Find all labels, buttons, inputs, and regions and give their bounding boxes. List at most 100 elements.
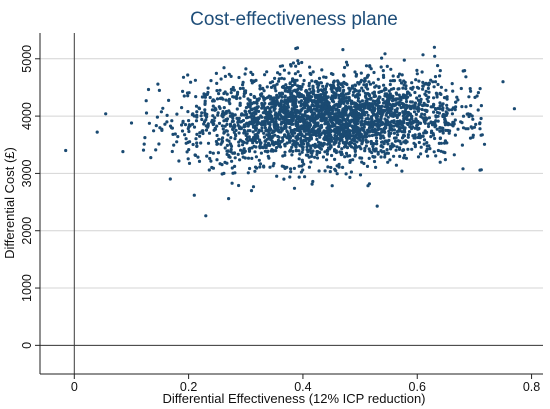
data-point <box>301 168 305 172</box>
data-point <box>303 96 307 100</box>
data-point <box>331 97 335 101</box>
data-point <box>396 87 400 91</box>
data-point <box>438 136 442 141</box>
data-point <box>479 168 483 172</box>
data-point <box>312 118 316 122</box>
data-point <box>248 166 252 171</box>
data-point <box>251 137 255 141</box>
data-point <box>429 120 433 124</box>
data-point <box>334 139 338 143</box>
data-point <box>364 101 368 105</box>
data-point <box>383 152 387 156</box>
data-point <box>357 135 361 139</box>
data-point <box>300 119 305 123</box>
data-point <box>229 147 233 152</box>
data-point <box>235 96 239 101</box>
data-point <box>291 139 295 143</box>
data-point <box>247 148 252 152</box>
data-point <box>436 82 440 87</box>
data-point <box>396 97 400 101</box>
data-point <box>368 82 373 86</box>
data-point <box>226 133 230 137</box>
data-point <box>199 141 203 145</box>
data-point <box>390 106 394 111</box>
data-point <box>299 109 303 113</box>
data-point <box>263 126 267 130</box>
data-point <box>187 161 192 165</box>
data-point <box>356 81 360 85</box>
data-point <box>293 98 297 102</box>
y-tick-label: 0 <box>20 342 34 349</box>
data-point <box>360 135 364 139</box>
data-point <box>440 126 444 130</box>
data-point <box>366 140 370 144</box>
data-point <box>161 106 165 110</box>
data-point <box>395 145 399 149</box>
data-point <box>195 115 199 119</box>
data-point <box>251 141 255 145</box>
data-point <box>381 145 385 149</box>
data-point <box>246 124 250 128</box>
data-point <box>379 123 383 127</box>
data-point <box>289 170 293 174</box>
data-point <box>334 150 338 155</box>
data-point <box>389 79 393 83</box>
data-point <box>246 97 250 101</box>
data-point <box>409 122 413 126</box>
data-point <box>392 154 396 158</box>
data-point <box>310 79 314 83</box>
data-point <box>294 90 299 94</box>
data-point <box>260 120 264 124</box>
data-point <box>256 116 260 120</box>
data-point <box>368 129 372 133</box>
data-point <box>326 95 330 99</box>
data-point <box>390 119 394 123</box>
data-point <box>233 156 237 160</box>
data-point <box>247 135 251 139</box>
data-point <box>180 106 184 110</box>
data-point <box>372 120 376 124</box>
data-point <box>375 112 379 116</box>
data-point <box>426 99 430 104</box>
data-point <box>323 88 327 92</box>
data-point <box>311 179 315 184</box>
data-point <box>288 138 292 143</box>
data-point <box>283 89 287 93</box>
data-point <box>288 175 292 179</box>
data-point <box>238 158 242 162</box>
data-point <box>300 133 304 137</box>
data-point <box>259 151 263 155</box>
data-point <box>408 118 412 122</box>
data-point <box>417 79 421 83</box>
data-point <box>344 172 348 176</box>
data-point <box>203 102 207 106</box>
data-point <box>246 171 250 175</box>
data-point <box>278 64 282 68</box>
data-point <box>419 97 423 101</box>
data-point <box>282 177 286 181</box>
data-point <box>283 134 287 138</box>
data-point <box>216 113 220 117</box>
data-point <box>438 160 442 164</box>
data-point <box>308 122 312 126</box>
data-point <box>469 89 473 93</box>
data-point <box>372 155 376 159</box>
data-point <box>299 87 303 91</box>
data-point <box>233 113 237 117</box>
data-point <box>287 87 291 91</box>
data-point <box>215 89 219 93</box>
data-point <box>373 127 377 131</box>
data-point <box>241 143 245 147</box>
data-point <box>351 114 355 118</box>
data-point <box>225 92 229 96</box>
data-point <box>328 114 332 118</box>
data-point <box>272 108 276 112</box>
data-point <box>263 111 267 115</box>
data-point <box>230 119 234 124</box>
data-point <box>452 120 456 125</box>
data-point <box>366 113 370 117</box>
data-point <box>302 162 306 166</box>
data-point <box>284 83 288 87</box>
data-point <box>188 140 192 144</box>
data-point <box>244 67 248 71</box>
